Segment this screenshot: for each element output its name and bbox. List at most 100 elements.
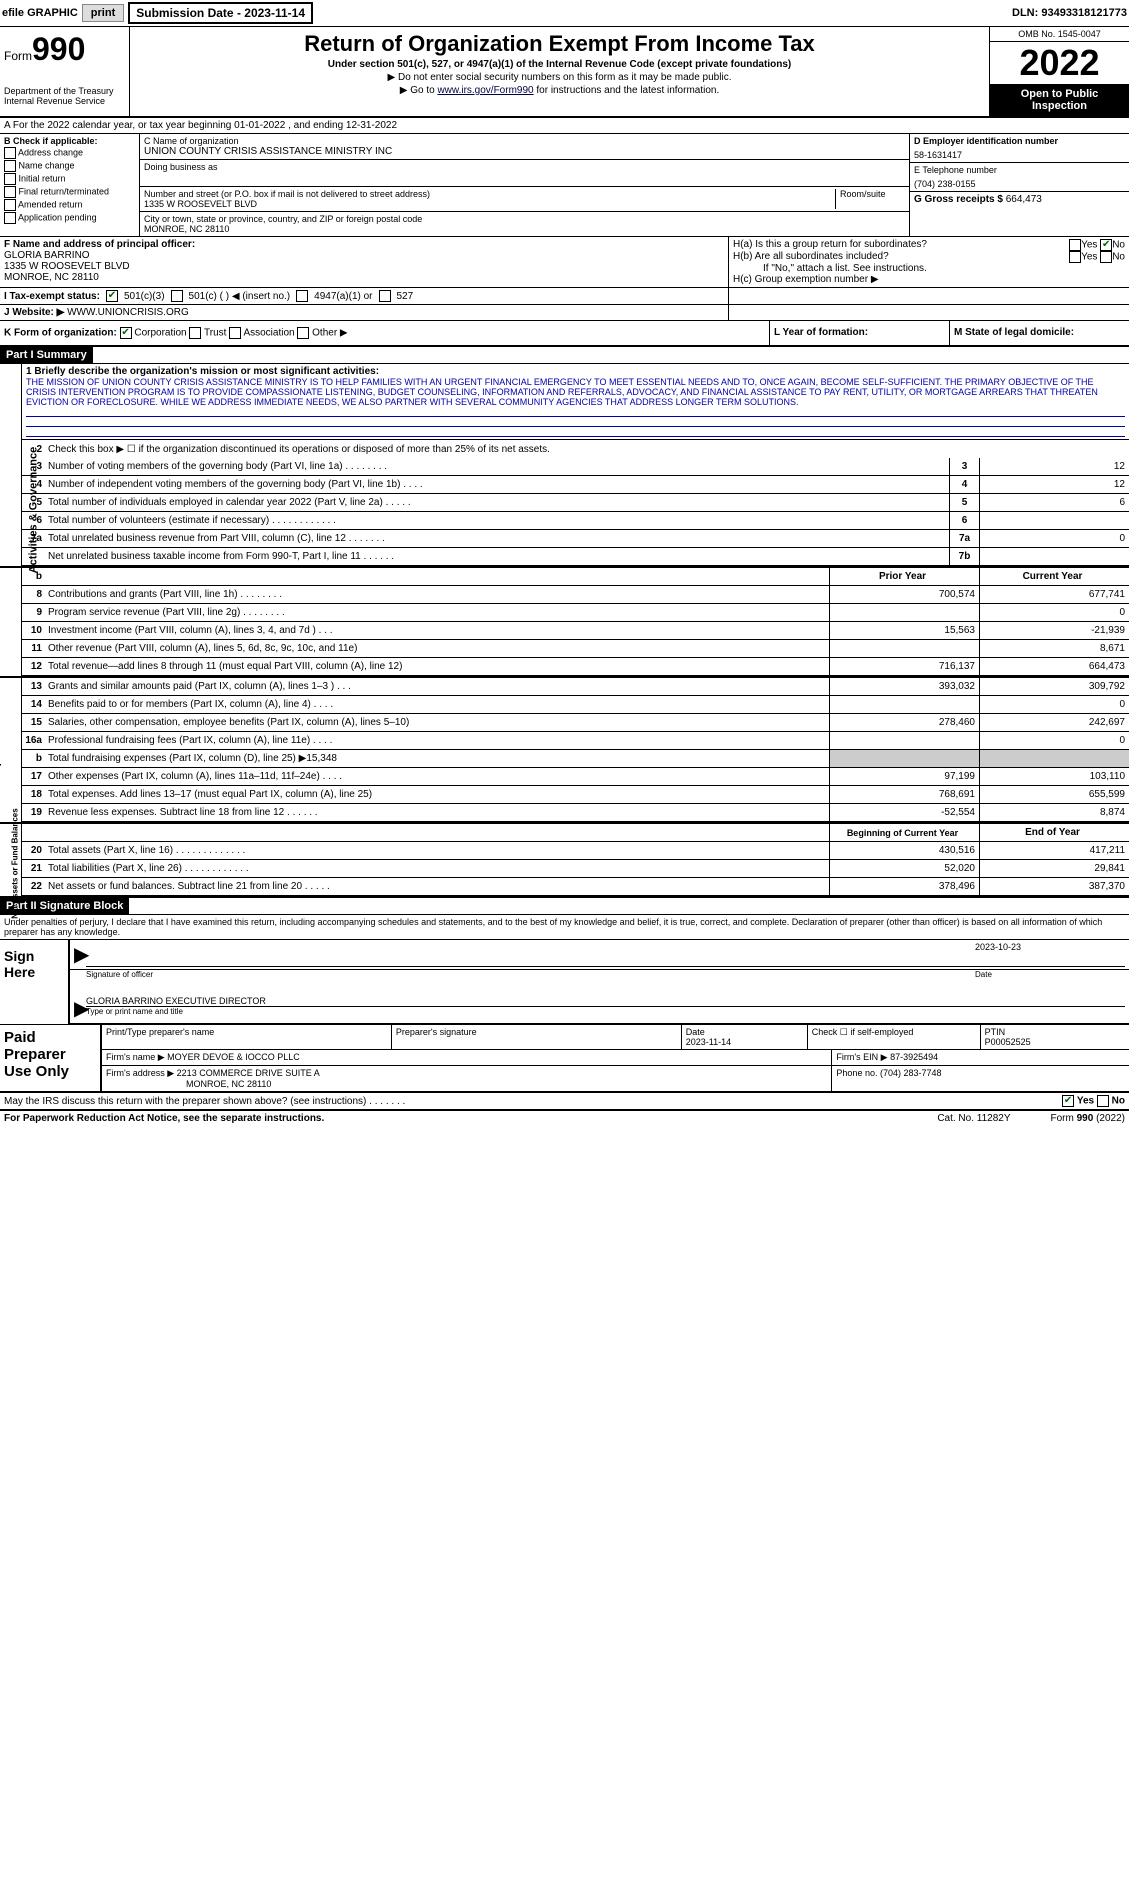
curr-val: 29,841: [979, 860, 1129, 877]
chk-assoc[interactable]: [229, 327, 241, 339]
firm-name: MOYER DEVOE & IOCCO PLLC: [167, 1052, 300, 1062]
mission-text: THE MISSION OF UNION COUNTY CRISIS ASSIS…: [26, 377, 1125, 407]
line-text: Number of independent voting members of …: [46, 477, 949, 492]
line-val: 12: [979, 476, 1129, 493]
line-text: Net assets or fund balances. Subtract li…: [46, 879, 829, 894]
header-note1: ▶ Do not enter social security numbers o…: [134, 72, 985, 83]
line-box: 4: [949, 476, 979, 493]
line-text: Grants and similar amounts paid (Part IX…: [46, 679, 829, 694]
line-text: Salaries, other compensation, employee b…: [46, 715, 829, 730]
line-text: Total unrelated business revenue from Pa…: [46, 531, 949, 546]
col-beginning: Beginning of Current Year: [829, 824, 979, 841]
prior-val: [829, 696, 979, 713]
firm-ein-label: Firm's EIN ▶: [836, 1052, 887, 1062]
ha-yes[interactable]: [1069, 239, 1081, 251]
prior-val: 393,032: [829, 678, 979, 695]
chk-application-pending[interactable]: Application pending: [4, 212, 135, 224]
pra-notice: For Paperwork Reduction Act Notice, see …: [4, 1113, 324, 1124]
line-val: 12: [979, 458, 1129, 475]
chk-527[interactable]: [379, 290, 391, 302]
line-box: 6: [949, 512, 979, 529]
prior-val: 716,137: [829, 658, 979, 675]
chk-corp[interactable]: [120, 327, 132, 339]
line-text: Total number of individuals employed in …: [46, 495, 949, 510]
prior-val: 278,460: [829, 714, 979, 731]
chk-final-return[interactable]: Final return/terminated: [4, 186, 135, 198]
ptin-label: PTIN: [985, 1027, 1125, 1037]
prior-val: 430,516: [829, 842, 979, 859]
tax-exempt-label: I Tax-exempt status:: [4, 291, 100, 302]
line-val: [979, 512, 1129, 529]
hb-no[interactable]: [1100, 251, 1112, 263]
line-text: Total number of volunteers (estimate if …: [46, 513, 949, 528]
hb-yes[interactable]: [1069, 251, 1081, 263]
gross-receipts-value: 664,473: [1006, 194, 1042, 205]
line-val: 0: [979, 530, 1129, 547]
efile-label: efile GRAPHIC: [2, 7, 78, 19]
submission-date: Submission Date - 2023-11-14: [128, 2, 313, 24]
chk-name-change[interactable]: Name change: [4, 160, 135, 172]
chk-address-change[interactable]: Address change: [4, 147, 135, 159]
line-text: Total assets (Part X, line 16) . . . . .…: [46, 843, 829, 858]
line-box: 5: [949, 494, 979, 511]
curr-val: 387,370: [979, 878, 1129, 895]
curr-val: [979, 750, 1129, 767]
col-current-year: Current Year: [979, 568, 1129, 585]
officer-addr2: MONROE, NC 28110: [4, 272, 724, 283]
chk-4947[interactable]: [296, 290, 308, 302]
chk-amended-return[interactable]: Amended return: [4, 199, 135, 211]
curr-val: 8,874: [979, 804, 1129, 821]
curr-val: -21,939: [979, 622, 1129, 639]
prep-name-label: Print/Type preparer's name: [106, 1027, 387, 1037]
org-name: UNION COUNTY CRISIS ASSISTANCE MINISTRY …: [144, 146, 905, 157]
prior-val: [829, 750, 979, 767]
sig-officer-label: Signature of officer: [86, 970, 975, 992]
line-text: Net unrelated business taxable income fr…: [46, 549, 949, 564]
org-city: MONROE, NC 28110: [144, 224, 905, 234]
firm-addr-label: Firm's address ▶: [106, 1068, 174, 1078]
firm-name-label: Firm's name ▶: [106, 1052, 165, 1062]
irs-link[interactable]: www.irs.gov/Form990: [437, 85, 533, 96]
curr-val: 655,599: [979, 786, 1129, 803]
hb-note: If "No," attach a list. See instructions…: [733, 263, 1125, 274]
chk-501c3[interactable]: [106, 290, 118, 302]
side-netassets: Net Assets or Fund Balances: [11, 808, 20, 918]
chk-initial-return[interactable]: Initial return: [4, 173, 135, 185]
prior-val: 700,574: [829, 586, 979, 603]
chk-trust[interactable]: [189, 327, 201, 339]
form-org-label: K Form of organization:: [4, 328, 117, 339]
dba-label: Doing business as: [144, 162, 905, 172]
gross-receipts-label: G Gross receipts $: [914, 194, 1003, 205]
firm-addr2: MONROE, NC 28110: [106, 1079, 271, 1089]
paid-preparer-label: Paid Preparer Use Only: [0, 1025, 100, 1091]
header-subtitle: Under section 501(c), 527, or 4947(a)(1)…: [134, 59, 985, 70]
officer-name: GLORIA BARRINO: [4, 250, 724, 261]
hb-label: H(b) Are all subordinates included?: [733, 251, 1069, 263]
hc-label: H(c) Group exemption number ▶: [733, 274, 1125, 285]
chk-501c[interactable]: [171, 290, 183, 302]
line-box: 7b: [949, 548, 979, 565]
prior-val: 15,563: [829, 622, 979, 639]
prep-date: 2023-11-14: [686, 1037, 803, 1047]
chk-other[interactable]: [297, 327, 309, 339]
line-text: Total expenses. Add lines 13–17 (must eq…: [46, 787, 829, 802]
line-text: Other revenue (Part VIII, column (A), li…: [46, 641, 829, 656]
check-self-employed[interactable]: Check ☐ if self-employed: [808, 1025, 981, 1049]
prior-val: -52,554: [829, 804, 979, 821]
discuss-no[interactable]: [1097, 1095, 1109, 1107]
ha-no[interactable]: [1100, 239, 1112, 251]
officer-name-title: GLORIA BARRINO EXECUTIVE DIRECTOR: [86, 996, 1125, 1007]
discuss-yes[interactable]: [1062, 1095, 1074, 1107]
line-text: Contributions and grants (Part VIII, lin…: [46, 587, 829, 602]
sig-date: 2023-10-23: [975, 942, 1125, 952]
prior-val: 97,199: [829, 768, 979, 785]
dept-label: Department of the Treasury Internal Reve…: [4, 86, 125, 106]
curr-val: 8,671: [979, 640, 1129, 657]
print-button[interactable]: print: [82, 4, 124, 22]
cat-no: Cat. No. 11282Y: [937, 1113, 1010, 1124]
side-expenses: Expenses: [0, 728, 2, 779]
org-name-label: C Name of organization: [144, 136, 905, 146]
col-prior-year: Prior Year: [829, 568, 979, 585]
line2-text: Check this box ▶ ☐ if the organization d…: [46, 442, 1129, 457]
line-text: Program service revenue (Part VIII, line…: [46, 605, 829, 620]
